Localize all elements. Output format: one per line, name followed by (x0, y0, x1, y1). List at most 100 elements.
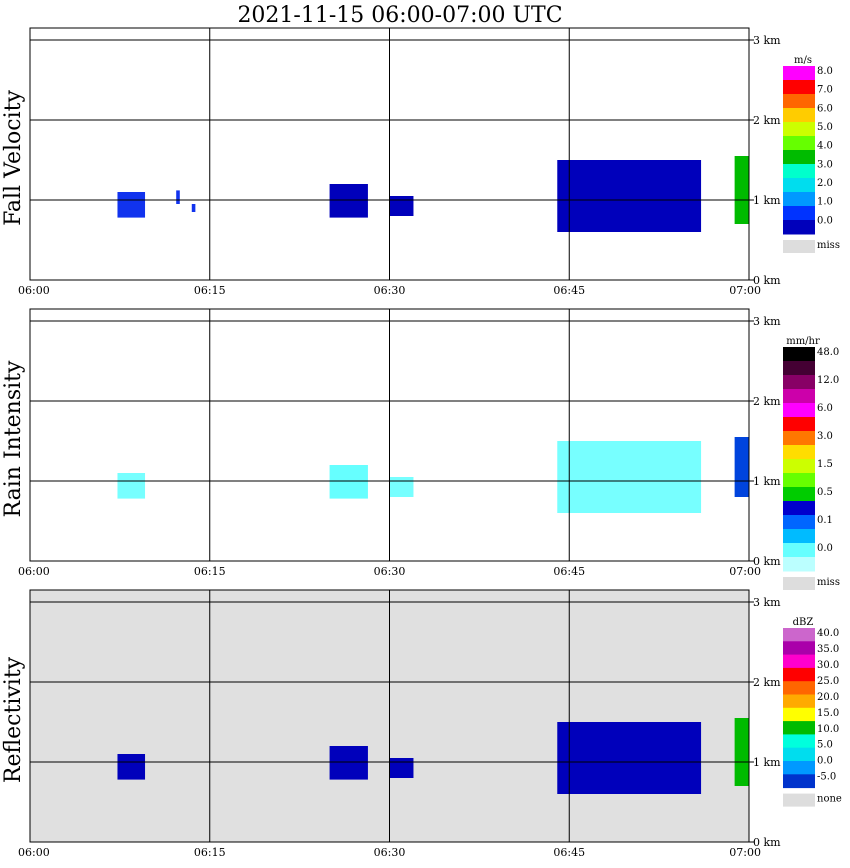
legend-label: 6.0 (817, 403, 833, 414)
panel-rain-intensity: 0 km 1 km 2 km 3 km 06:00 06:15 06:30 06:45 07:0… (1, 308, 840, 590)
legend-label: 35.0 (817, 644, 839, 655)
panel-label-rain-intensity: Rain Intensity (1, 360, 26, 517)
legend-label: 10.0 (817, 724, 839, 735)
legend-swatch (783, 80, 815, 95)
y-tick-label: 0 km (753, 274, 781, 287)
legend-swatch (783, 445, 815, 460)
panel-reflectivity: 0 km 1 km 2 km 3 km 06:00 06:15 06:30 06:45 07:0… (1, 589, 842, 859)
legend-swatch (783, 347, 815, 362)
legend-swatch (783, 136, 815, 151)
legend-label: 3.0 (817, 159, 833, 170)
legend-label: 6.0 (817, 103, 833, 114)
legend-swatch (783, 417, 815, 432)
legend-unit: mm/hr (786, 336, 820, 347)
legend-swatch (783, 707, 815, 722)
x-tick-label: 06:45 (553, 565, 585, 578)
legend-unit: m/s (794, 55, 812, 66)
legend-label: 20.0 (817, 692, 839, 703)
legend-swatch (783, 515, 815, 530)
echo-cell (117, 473, 146, 499)
legend-missing-label: miss (817, 240, 840, 251)
y-tick-label: 3 km (753, 34, 781, 47)
y-tick-label: 1 km (753, 756, 781, 769)
legend-swatch (783, 501, 815, 516)
legend-swatch (783, 747, 815, 762)
legend-unit: dBZ (793, 617, 814, 628)
legend-swatch (783, 681, 815, 695)
legend-label: 1.5 (817, 459, 833, 470)
y-tick-label: 2 km (753, 395, 781, 408)
legend-missing-swatch (783, 793, 815, 807)
x-tick-label: 06:15 (194, 846, 226, 859)
legend-swatch (783, 164, 815, 179)
legend-swatch (783, 206, 815, 221)
echo-cell (176, 190, 180, 204)
legend-label: 12.0 (817, 375, 839, 386)
echo-cell (557, 722, 702, 794)
legend-label: 1.0 (817, 197, 833, 208)
legend-swatch (783, 694, 815, 709)
echo-cell (389, 758, 414, 778)
legend-swatch (783, 389, 815, 404)
y-tick-label: 1 km (753, 194, 781, 207)
legend-swatch (783, 403, 815, 418)
legend-missing-label: miss (817, 577, 840, 588)
legend-swatch (783, 473, 815, 488)
legend-label: 40.0 (817, 628, 839, 639)
legend-swatch (783, 122, 815, 137)
legend-label: 0.0 (817, 215, 833, 226)
plot-frame (29, 589, 750, 843)
x-tick-label: 06:00 (18, 284, 50, 297)
legend-label: 7.0 (817, 85, 833, 96)
legend-label: 3.0 (817, 431, 833, 442)
echo-cell (557, 160, 702, 232)
legend-swatch (783, 667, 815, 682)
legend-swatch (783, 375, 815, 390)
legend-swatch (783, 654, 815, 669)
legend-label: 5.0 (817, 740, 833, 751)
echo-cell (734, 156, 749, 224)
chart-title: 2021-11-15 06:00-07:00 UTC (237, 3, 562, 28)
echo-cell (117, 192, 146, 218)
legend-swatch (783, 66, 815, 81)
legend-swatch (783, 734, 815, 749)
echo-cell (191, 204, 196, 212)
legend-swatch (783, 94, 815, 109)
echo-cell (557, 441, 702, 513)
echo-cell (117, 754, 146, 780)
legend-swatch (783, 459, 815, 474)
legend-swatch (783, 641, 815, 656)
x-tick-label: 06:45 (553, 846, 585, 859)
legend-label: 30.0 (817, 660, 839, 671)
legend-swatch (783, 108, 815, 123)
legend-swatch (783, 761, 815, 775)
x-tick-label: 06:00 (18, 846, 50, 859)
y-tick-label: 0 km (753, 555, 781, 568)
echo-cell (329, 465, 368, 499)
legend-missing-swatch (783, 240, 815, 253)
echo-cell (734, 718, 749, 786)
legend-label: 0.0 (817, 543, 833, 554)
legend-swatch (783, 150, 815, 165)
echo-cell (389, 477, 414, 497)
y-tick-label: 1 km (753, 475, 781, 488)
plot-frame (29, 27, 750, 281)
legend-swatch (783, 192, 815, 207)
x-tick-label: 07:00 (729, 846, 761, 859)
legend-swatch (783, 178, 815, 193)
legend-label: 15.0 (817, 708, 839, 719)
x-tick-label: 06:30 (374, 846, 406, 859)
legend-swatch (783, 361, 815, 376)
y-tick-label: 0 km (753, 836, 781, 849)
legend-swatch (783, 220, 815, 235)
legend-swatch (783, 721, 815, 735)
legend-label: 0.5 (817, 487, 833, 498)
x-tick-label: 06:45 (553, 284, 585, 297)
x-tick-label: 06:30 (374, 284, 406, 297)
legend-missing-swatch (783, 577, 815, 590)
legend-label: -5.0 (817, 772, 836, 783)
legend-swatch (783, 774, 815, 789)
panels: 0 km 1 km 2 km 3 km 06:00 06:15 06:30 06:45 07:0… (1, 27, 842, 859)
legend-label: 4.0 (817, 141, 833, 152)
